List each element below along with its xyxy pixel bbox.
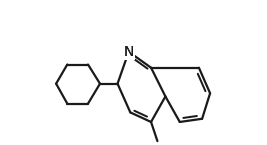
Text: N: N — [124, 45, 134, 59]
Text: N: N — [124, 45, 134, 59]
